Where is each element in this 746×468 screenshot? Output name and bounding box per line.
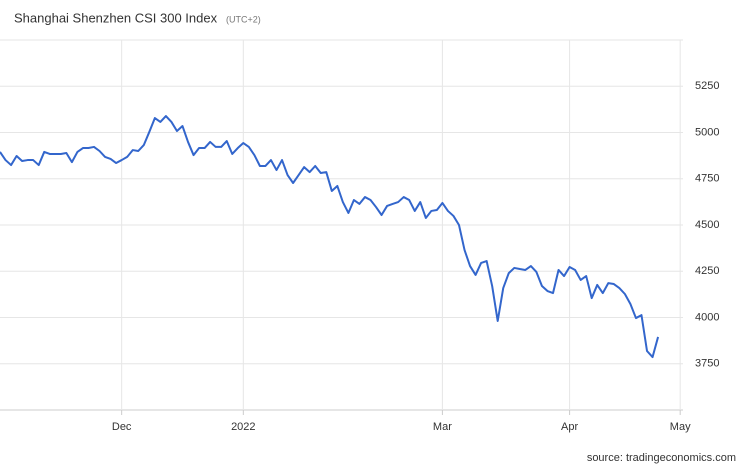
chart-subtitle: (UTC+2) bbox=[226, 14, 261, 24]
source-note: source: tradingeconomics.com bbox=[587, 452, 736, 464]
y-tick-label: 4750 bbox=[695, 173, 719, 185]
chart-title: Shanghai Shenzhen CSI 300 Index bbox=[14, 10, 218, 25]
y-tick-label: 4500 bbox=[695, 219, 719, 231]
x-tick-label: Apr bbox=[561, 421, 578, 433]
y-tick-label: 5000 bbox=[695, 126, 719, 138]
y-tick-label: 3750 bbox=[695, 358, 719, 370]
x-tick-label: Dec bbox=[112, 421, 132, 433]
x-tick-label: Mar bbox=[433, 421, 452, 433]
x-tick-label: May bbox=[670, 421, 691, 433]
y-tick-label: 5250 bbox=[695, 80, 719, 92]
y-tick-label: 4250 bbox=[695, 265, 719, 277]
y-tick-label: 4000 bbox=[695, 311, 719, 323]
price-line bbox=[0, 115, 660, 359]
x-tick-label: 2022 bbox=[231, 421, 255, 433]
